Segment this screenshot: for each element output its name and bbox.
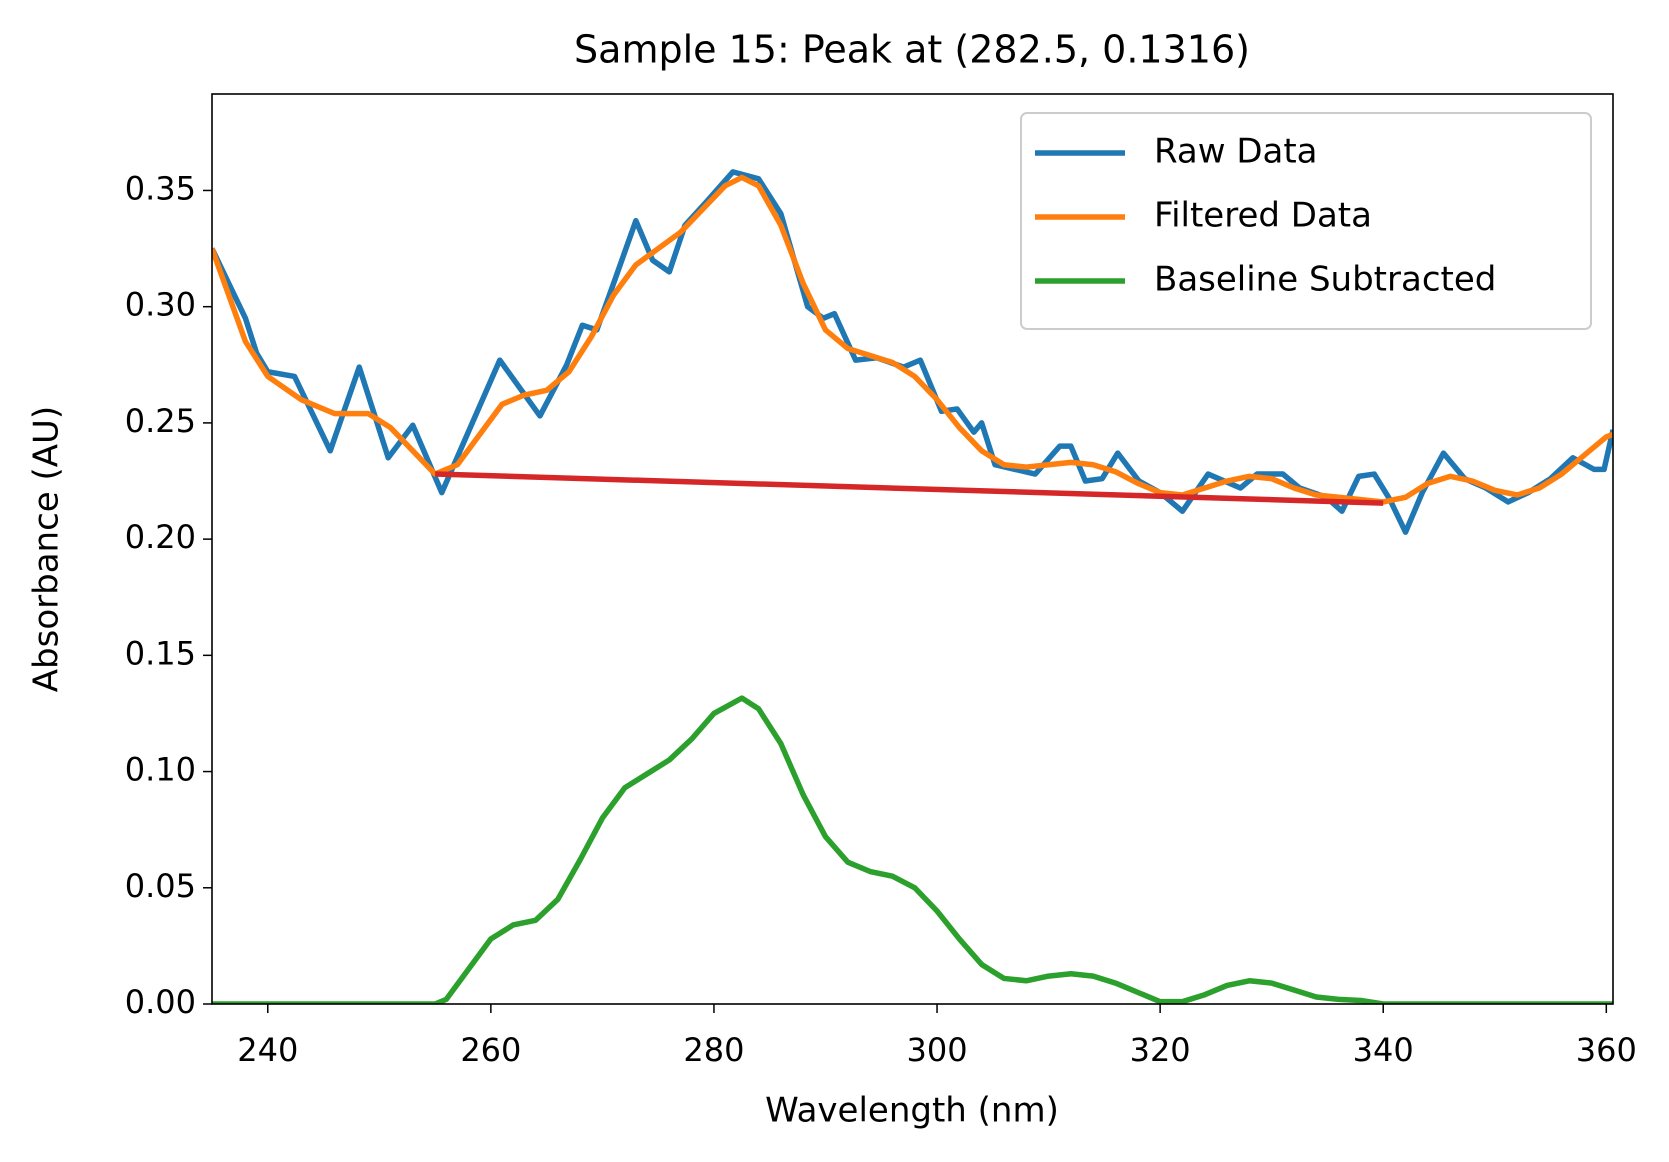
legend-label: Filtered Data [1154,196,1372,236]
x-tick-label: 260 [460,1031,521,1069]
x-tick-label: 240 [237,1031,298,1069]
legend-label: Raw Data [1154,132,1318,172]
plot-frame [211,93,1614,1005]
y-tick-label: 0.20 [125,518,196,556]
x-axis-label: Wavelength (nm) [765,1091,1059,1131]
legend-label: Baseline Subtracted [1154,260,1496,300]
x-tick-label: 360 [1576,1031,1637,1069]
x-tick-label: 320 [1130,1031,1191,1069]
y-tick-label: 0.10 [125,751,196,789]
x-tick-label: 340 [1353,1031,1414,1069]
chart-title: Sample 15: Peak at (282.5, 0.1316) [574,28,1250,72]
x-tick-label: 300 [907,1031,968,1069]
x-tick-label: 280 [683,1031,744,1069]
y-tick-label: 0.30 [125,286,196,324]
y-axis-label: Absorbance (AU) [27,406,67,692]
data-line [212,695,1613,1004]
data-line [435,471,1384,506]
y-tick-label: 0.25 [125,402,196,440]
y-tick-label: 0.00 [125,983,196,1021]
y-tick-label: 0.05 [125,867,196,905]
y-tick-label: 0.35 [125,169,196,207]
y-tick-label: 0.15 [125,634,196,672]
legend-box [1020,112,1592,330]
data-line [212,174,1613,505]
plot-area [212,169,1613,1004]
data-line [212,169,1613,535]
